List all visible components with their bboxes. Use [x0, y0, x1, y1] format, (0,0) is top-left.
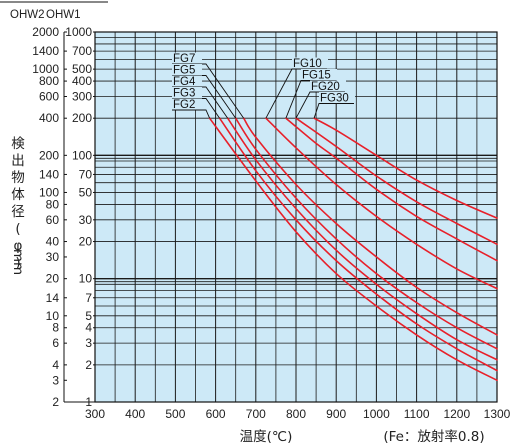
- ohw2-tick-label: 140: [39, 167, 59, 181]
- label-bg: [172, 75, 202, 87]
- chart-note: (Fe：放射率0.8): [383, 428, 484, 445]
- x-axis-label: 温度(℃): [240, 429, 293, 445]
- ohw1-tick-label: 700: [72, 44, 92, 58]
- series-label-fg5: FG5: [173, 65, 195, 77]
- series-label-fg10: FG10: [293, 58, 322, 70]
- series-label-fg2: FG2: [173, 99, 195, 111]
- ohw2-tick-label: 4: [52, 358, 59, 372]
- label-bg: [172, 52, 202, 64]
- ohw1-tick-label: 400: [72, 74, 92, 88]
- ohw2-tick-label: 80: [46, 197, 60, 211]
- ohw2-tick-label: 1400: [32, 44, 59, 58]
- x-tick-label: 900: [326, 407, 346, 421]
- label-bg: [292, 57, 328, 69]
- series-line-fg5: [234, 117, 498, 350]
- series-line-fg2: [208, 117, 498, 382]
- ohw2-tick-label: 60: [46, 213, 60, 227]
- x-tick-label: 800: [286, 407, 306, 421]
- ohw2-tick-label: 20: [46, 272, 60, 286]
- series-line-fg7: [242, 117, 498, 336]
- ohw1-tick-label: 10: [79, 272, 93, 286]
- ohw1-tick-label: 50: [79, 185, 93, 199]
- ohw2-tick-label: 40: [46, 235, 60, 249]
- series-line-fg4: [226, 117, 498, 361]
- ohw2-tick-label: 3: [52, 373, 59, 387]
- series-line-fg20: [295, 117, 498, 246]
- ohw1-tick-label: 4: [85, 321, 92, 335]
- y-axis-unit: mm: [10, 249, 26, 275]
- ohw1-tick-label: 5: [85, 309, 92, 323]
- x-tick-label: 700: [246, 407, 266, 421]
- leader-line: [172, 109, 211, 119]
- ohw2-header: OHW2: [10, 9, 45, 21]
- series-line-fg30: [313, 117, 498, 219]
- y-axis-label: 検出物体径(φ): [11, 136, 25, 271]
- series-label-fg30: FG30: [320, 93, 349, 105]
- x-tick-label: 1300: [484, 407, 510, 421]
- ohw2-tick-label: 14: [46, 291, 60, 305]
- ohw2-tick-label: 2: [52, 395, 59, 409]
- ohw2-tick-label: 800: [39, 74, 59, 88]
- x-tick-label: 300: [85, 407, 105, 421]
- series-label-fg4: FG4: [173, 76, 196, 88]
- ohw2-tick-label: 6: [52, 336, 59, 350]
- ohw1-tick-label: 300: [72, 89, 92, 103]
- ohw1-tick-label: 20: [79, 235, 93, 249]
- series-line-fg15: [285, 117, 498, 262]
- x-tick-label: 1200: [443, 407, 470, 421]
- ohw2-tick-label: 30: [46, 250, 60, 264]
- ohw1-tick-label: 30: [79, 213, 93, 227]
- ohw2-tick-label: 100: [39, 185, 59, 199]
- ohw1-tick-label: 500: [72, 62, 92, 76]
- x-tick-label: 400: [125, 407, 145, 421]
- x-tick-label: 500: [165, 407, 185, 421]
- series-label-fg7: FG7: [173, 53, 195, 65]
- label-bg: [172, 64, 202, 75]
- x-tick-label: 1000: [363, 407, 390, 421]
- ohw1-tick-label: 70: [79, 167, 93, 181]
- ohw1-tick-label: 100: [72, 148, 92, 162]
- ohw1-tick-label: 2: [85, 358, 92, 372]
- ohw2-tick-label: 8: [52, 321, 59, 335]
- label-bg: [301, 69, 337, 80]
- ohw1-header: OHW1: [46, 9, 81, 21]
- label-bg: [319, 92, 355, 103]
- ohw1-tick-label: 3: [85, 336, 92, 350]
- series-line-fg10: [265, 117, 498, 290]
- ohw2-tick-label: 600: [39, 89, 59, 103]
- ohw1-tick-label: 1: [85, 395, 92, 409]
- series-label-fg3: FG3: [173, 88, 195, 100]
- ohw2-tick-label: 400: [39, 111, 59, 125]
- x-tick-label: 600: [206, 407, 226, 421]
- ohw2-tick-label: 200: [39, 148, 59, 162]
- series-label-fg15: FG15: [302, 70, 331, 82]
- ohw1-tick-label: 7: [85, 291, 92, 305]
- ohw1-tick-label: 200: [72, 111, 92, 125]
- label-bg: [310, 80, 346, 92]
- ohw1-tick-label: 1000: [65, 25, 92, 39]
- ohw2-tick-label: 1000: [32, 62, 59, 76]
- plot-frame: [94, 31, 498, 403]
- label-bg: [172, 98, 202, 110]
- ohw2-tick-label: 2000: [32, 25, 59, 39]
- x-tick-label: 1100: [404, 407, 430, 421]
- label-bg: [172, 87, 202, 98]
- series-label-fg20: FG20: [311, 81, 340, 93]
- series-line-fg3: [218, 117, 498, 372]
- ohw2-tick-label: 10: [46, 309, 60, 323]
- leader-line: [313, 103, 354, 119]
